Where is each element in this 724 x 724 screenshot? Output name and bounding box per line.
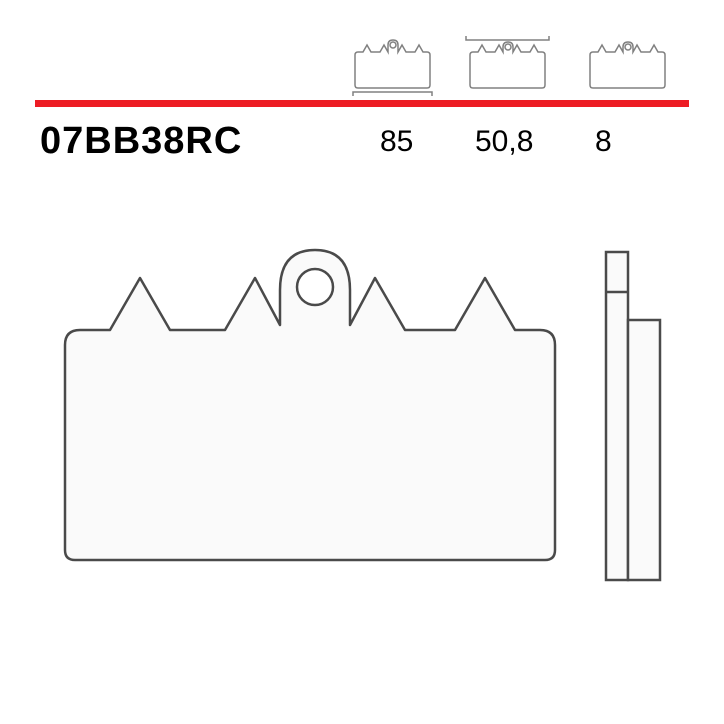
dimension-width-value: 85 (380, 125, 413, 159)
brake-pad-side-view (600, 250, 670, 590)
dimension-thickness-value: 8 (595, 125, 612, 159)
part-number: 07BB38RC (40, 120, 242, 163)
dimension-height-value: 50,8 (475, 125, 533, 159)
width-icon (345, 30, 440, 100)
height-icon (460, 30, 560, 100)
diagram-canvas: 07BB38RC 85 50,8 8 (0, 0, 724, 724)
brake-pad-front-view (55, 230, 565, 590)
red-separator (35, 100, 689, 107)
thickness-icon (580, 30, 675, 100)
dimension-icons-row (345, 30, 675, 100)
